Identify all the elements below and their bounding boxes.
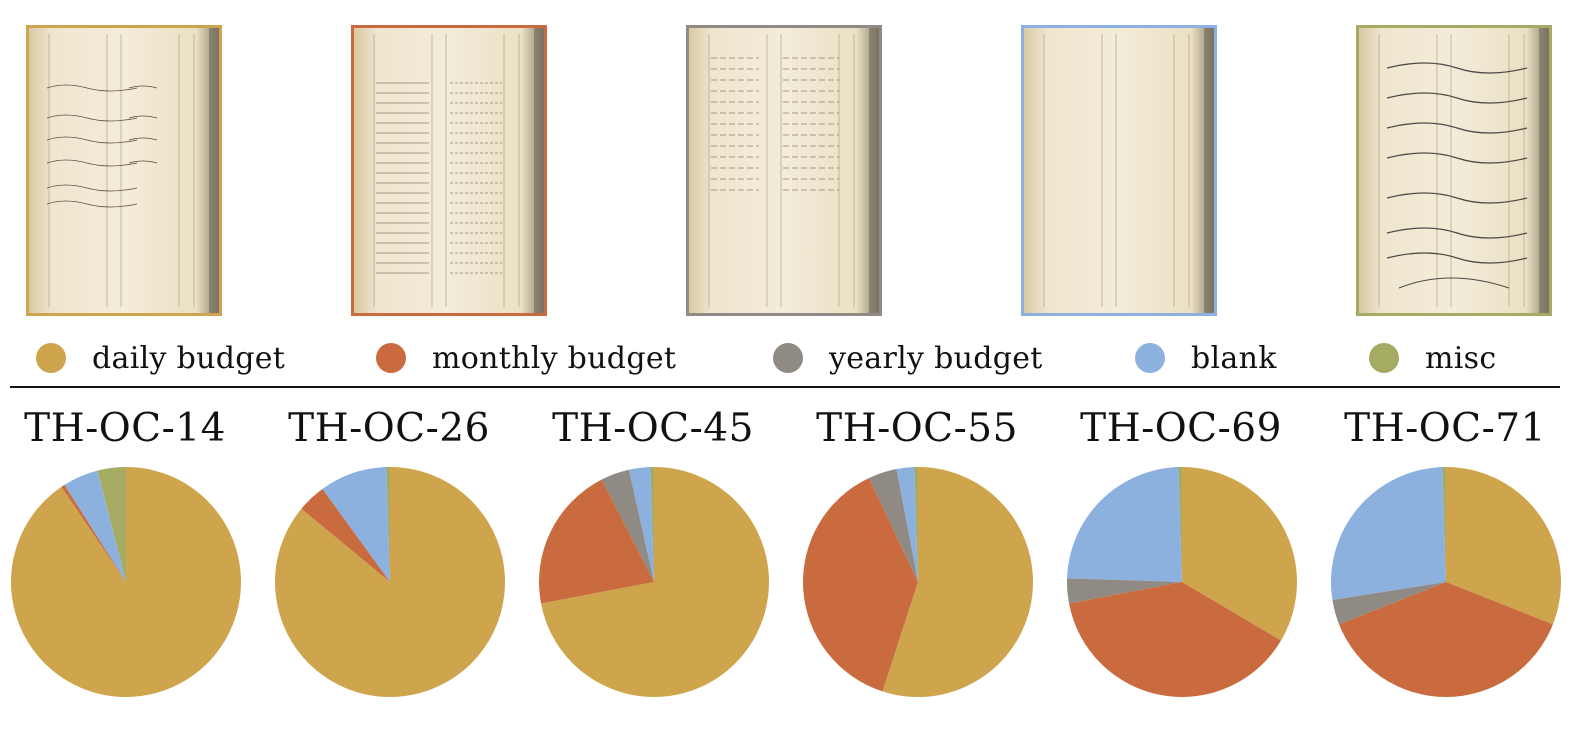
pie-slice-daily — [1182, 467, 1298, 641]
pie-title: TH-OC-55 — [816, 406, 1018, 451]
legend-label-daily: daily budget — [92, 340, 286, 376]
pie-slice-monthly — [61, 484, 126, 582]
pie-title: TH-OC-69 — [1080, 406, 1282, 451]
thumbnail-blank — [1021, 25, 1217, 316]
legend-label-yearly: yearly budget — [829, 340, 1043, 376]
page-illustration — [1043, 28, 1214, 313]
legend-swatch-misc — [1369, 343, 1399, 373]
pie-slice-monthly — [1069, 582, 1281, 697]
pie-slice-monthly — [301, 488, 390, 582]
legend-item-misc: misc — [1369, 336, 1496, 380]
pie-slice-blank — [322, 467, 390, 582]
legend-item-yearly: yearly budget — [773, 336, 1043, 380]
page-illustration — [46, 28, 219, 313]
pie-slice-misc — [1178, 467, 1182, 582]
thumbnail-daily-budget — [26, 25, 222, 316]
pie-title: TH-OC-45 — [552, 406, 754, 451]
legend-item-monthly: monthly budget — [376, 336, 676, 380]
pie-title: TH-OC-71 — [1344, 406, 1546, 451]
legend-item-blank: blank — [1135, 336, 1277, 380]
legend-item-daily: daily budget — [36, 336, 285, 380]
pie-slice-monthly — [1339, 582, 1553, 698]
pie-slice-monthly — [802, 477, 918, 692]
pie-slice-blank — [628, 467, 654, 582]
pie-slice-blank — [1067, 467, 1182, 582]
pie-slice-misc — [97, 467, 126, 582]
legend-label-misc: misc — [1425, 340, 1497, 376]
pie-chart — [275, 467, 505, 697]
legend-swatch-monthly — [376, 343, 406, 373]
pie-slice-daily — [541, 467, 770, 697]
pie-slice-yearly — [601, 469, 654, 582]
thumbnail-strip — [0, 25, 1596, 320]
pie-title: TH-OC-14 — [24, 406, 226, 451]
pie-slice-yearly — [869, 469, 918, 582]
pie-slice-misc — [650, 467, 654, 582]
legend-label-monthly: monthly budget — [432, 340, 677, 376]
legend-swatch-yearly — [773, 343, 803, 373]
pie-slice-daily — [882, 467, 1033, 697]
pie-slice-blank — [64, 470, 126, 582]
pie-slice-blank — [1331, 467, 1446, 600]
page-illustration — [708, 28, 879, 313]
pie-chart — [1331, 467, 1561, 698]
pie-chart — [539, 467, 770, 697]
legend-swatch-daily — [36, 343, 66, 373]
page-illustration — [1378, 28, 1549, 313]
pie-title: TH-OC-26 — [288, 406, 490, 451]
legend-label-blank: blank — [1191, 340, 1277, 376]
pie-chart — [1067, 467, 1298, 697]
pie-slice-blank — [896, 467, 918, 582]
pie-slice-yearly — [1067, 578, 1182, 604]
divider — [10, 386, 1560, 388]
pie-chart — [11, 467, 242, 698]
thumbnail-misc — [1356, 25, 1552, 316]
legend: daily budget monthly budget yearly budge… — [0, 336, 1596, 380]
pie-slice-misc — [914, 467, 918, 582]
page-illustration — [373, 28, 544, 313]
pie-slice-misc — [386, 467, 390, 582]
pie-chart — [802, 467, 1033, 697]
pie-slice-misc — [1442, 467, 1446, 582]
pie-slice-daily — [11, 467, 242, 698]
thumbnail-yearly-budget — [686, 25, 882, 316]
pie-slice-yearly — [1332, 582, 1446, 625]
legend-swatch-blank — [1135, 343, 1165, 373]
pie-slice-daily — [1446, 467, 1561, 625]
thumbnail-monthly-budget — [351, 25, 547, 316]
pie-slice-monthly — [539, 479, 654, 604]
